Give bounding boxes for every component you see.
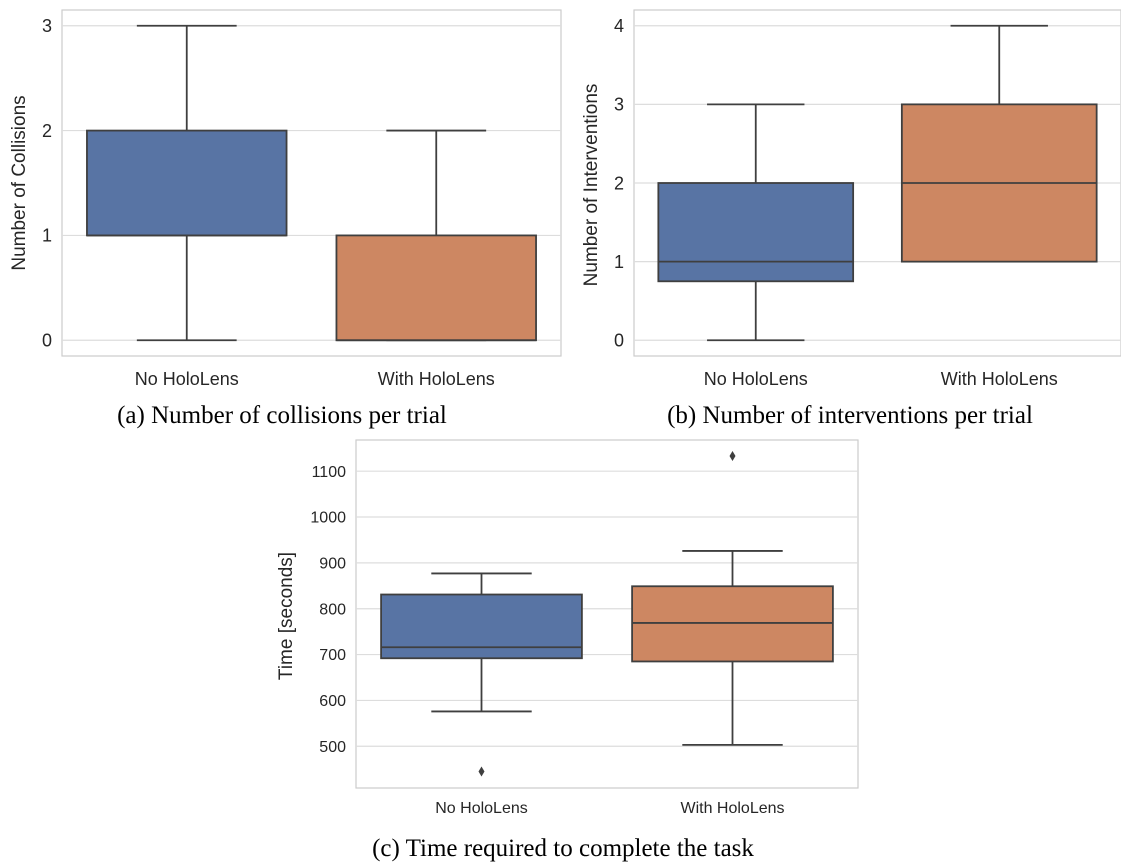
y-axis-label: Number of Collisions <box>9 95 30 270</box>
panel-a-collisions: Number of Collisions (a) Number of colli… <box>9 9 562 429</box>
y-tick-label: 700 <box>319 647 346 664</box>
x-tick-label: No HoloLens <box>704 369 808 389</box>
panel-c-time: Time [seconds] (c) Time required to comp… <box>276 439 859 862</box>
x-tick-label: With HoloLens <box>941 369 1058 389</box>
y-tick-label: 900 <box>319 555 346 572</box>
y-tick-label: 1 <box>42 226 52 246</box>
y-tick-label: 3 <box>614 95 624 115</box>
y-axis-label: Time [seconds] <box>276 552 297 680</box>
y-tick-label: 1 <box>614 252 624 272</box>
plot-frame <box>355 439 859 789</box>
box-0 <box>380 593 583 660</box>
y-tick-label: 1100 <box>312 464 347 481</box>
box-0 <box>657 182 855 283</box>
panel-b-interventions: Number of Interventions (b) Number of in… <box>581 9 1121 429</box>
y-tick-label: 1000 <box>310 510 346 527</box>
box-1 <box>335 234 537 342</box>
x-tick-label: With HoloLens <box>378 369 495 389</box>
y-tick-label: 2 <box>614 173 624 193</box>
caption: (a) Number of collisions per trial <box>117 402 447 429</box>
y-tick-label: 600 <box>319 693 346 710</box>
y-tick-label: 0 <box>42 331 52 351</box>
caption: (b) Number of interventions per trial <box>667 402 1033 429</box>
y-tick-label: 4 <box>614 16 624 36</box>
box-0 <box>86 129 288 237</box>
y-tick-label: 3 <box>42 16 52 36</box>
outlier-point <box>729 451 736 462</box>
caption: (c) Time required to complete the task <box>372 835 754 862</box>
y-tick-label: 500 <box>319 739 346 756</box>
y-tick-label: 0 <box>614 331 624 351</box>
x-tick-label: No HoloLens <box>135 369 239 389</box>
x-tick-label: No HoloLens <box>435 800 528 817</box>
y-tick-label: 2 <box>42 121 52 141</box>
x-tick-label: With HoloLens <box>680 800 784 817</box>
outlier-point <box>478 766 485 777</box>
plot-frame <box>61 9 562 357</box>
y-tick-label: 800 <box>319 601 346 618</box>
box-1 <box>631 585 834 663</box>
y-axis-label: Number of Interventions <box>581 84 602 287</box>
